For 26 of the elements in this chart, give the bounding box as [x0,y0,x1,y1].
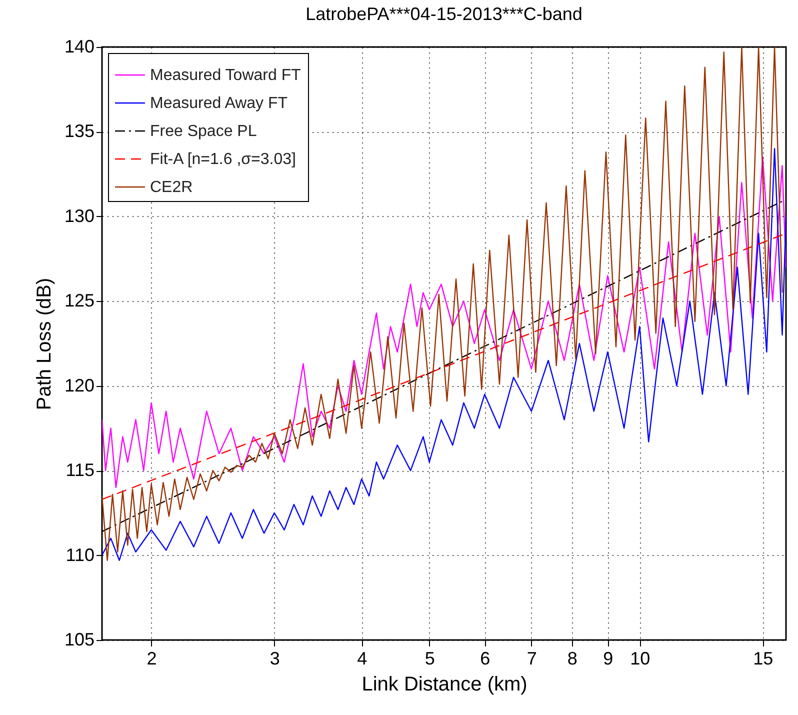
y-tick-label: 135 [64,121,94,142]
x-tick-label: 8 [567,648,578,668]
y-axis-title: Path Loss (dB) [33,278,56,410]
legend-label: Measured Toward FT [150,67,302,84]
y-tick-label: 110 [66,544,94,565]
x-tick-label: 5 [424,648,435,668]
x-tick-label: 4 [357,648,368,668]
x-tick-label: 7 [526,648,537,668]
legend-label: CE2R [150,179,193,196]
x-tick-label: 6 [480,648,490,668]
y-tick-label: 115 [66,460,94,480]
y-tick-label: 130 [64,206,94,226]
x-tick-label: 15 [753,648,774,668]
x-tick-label: 9 [603,648,614,668]
x-tick-label: 2 [146,648,157,668]
y-tick-label: 105 [64,630,94,650]
legend-label: Free Space PL [150,123,257,140]
x-axis-title: Link Distance (km) [362,674,528,696]
y-tick-label: 125 [64,290,94,311]
legend-label: Fit-A [n=1.6 ,σ=3.03] [150,151,296,168]
x-tick-label: 3 [270,648,280,668]
chart-title: LatrobePA***04-15-2013***C-band [306,4,582,24]
legend-label: Measured Away FT [150,95,288,112]
y-tick-label: 120 [64,375,94,396]
y-tick-label: 140 [64,36,94,56]
x-tick-label: 10 [630,648,650,668]
